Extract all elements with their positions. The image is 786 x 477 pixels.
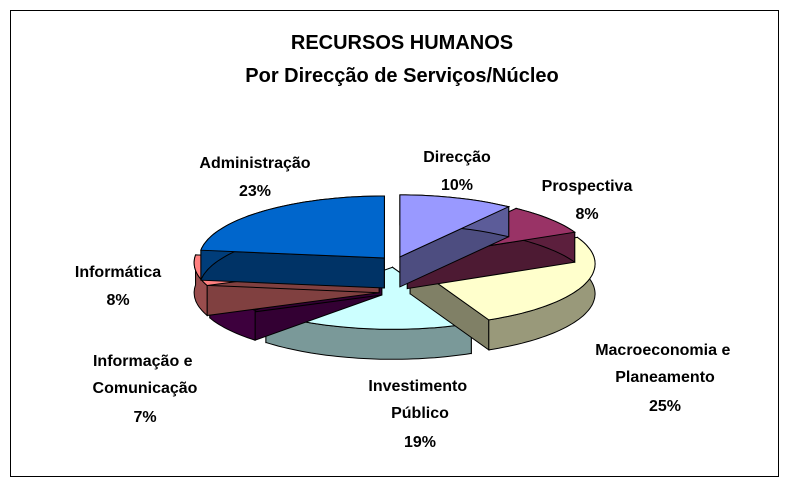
slice-value-label: 7% (133, 409, 156, 426)
slice-label: Administração (199, 155, 310, 172)
slice-label: Informação e Comunicação (93, 353, 198, 397)
slice-value-label: 25% (649, 398, 681, 415)
chart-frame (10, 10, 779, 477)
slice-value-label: 8% (575, 206, 598, 223)
slice (200, 195, 385, 289)
slice-value-label: 19% (404, 434, 436, 451)
slice-value-label: 10% (441, 177, 473, 194)
slice-value-label: 23% (239, 183, 271, 200)
slice-value-label: 8% (106, 292, 129, 309)
slice (399, 194, 511, 288)
slice-top (200, 195, 385, 259)
slice-top (399, 194, 511, 258)
chart-title: RECURSOS HUMANOS (291, 32, 513, 54)
slice-label: Macroeconomia e Planeamento (595, 342, 735, 386)
slice-label: Direcção (423, 149, 491, 166)
slice-label: Prospectiva (542, 178, 633, 195)
chart-subtitle: Por Direcção de Serviços/Núcleo (245, 65, 558, 87)
slice-label: Informática (75, 264, 161, 281)
slice-label: Investimento Público (368, 378, 471, 422)
